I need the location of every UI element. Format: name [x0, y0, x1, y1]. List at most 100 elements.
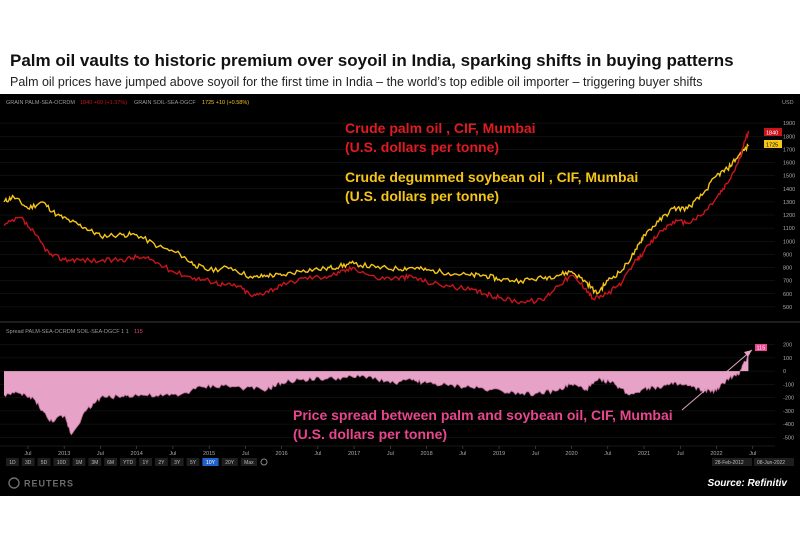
range-button-max[interactable]: Max [240, 458, 257, 466]
date-range-box[interactable]: 28-Feb-2012 08-Jun-2022 [712, 458, 794, 466]
range-button-6m[interactable]: 6M [104, 458, 117, 466]
palm-change-label: 1840 +60 (+1.37%) [80, 100, 127, 106]
range-button-label: 20Y [225, 460, 235, 466]
spread-value-tag: 115 [755, 344, 767, 352]
range-button-3m[interactable]: 3M [88, 458, 102, 466]
x-tick-label: 2014 [131, 451, 143, 457]
range-button-bg [139, 458, 152, 466]
spread-arrow [681, 349, 753, 411]
spread-annotation-line2: (U.S. dollars per tonne) [293, 426, 447, 442]
range-button-label: 2Y [158, 460, 165, 466]
date-range-start: 28-Feb-2012 [715, 460, 744, 466]
x-tick-label: Jul [532, 451, 539, 457]
range-button-5y[interactable]: 5Y [186, 458, 200, 466]
range-button-bg [72, 458, 86, 466]
x-tick-label: Jul [749, 451, 756, 457]
spread-annotation-line1: Price spread between palm and soybean oi… [293, 407, 673, 423]
palm-price-tag-text: 1840 [766, 131, 778, 137]
upper-y-tick-label: 1000 [783, 239, 795, 245]
upper-y-tick-label: 1500 [783, 174, 795, 180]
soy-price-tag: 1725 [764, 140, 782, 149]
range-button-1d[interactable]: 1D [6, 458, 19, 466]
upper-y-tick-label: 1200 [783, 213, 795, 219]
upper-y-tick-label: 1600 [783, 161, 795, 167]
palm-price-tag: 1840 [764, 128, 782, 137]
lower-y-tick-label: 100 [783, 356, 792, 362]
range-button-label: 5Y [190, 460, 197, 466]
lower-y-tick-label: -500 [783, 435, 794, 441]
range-button-10y[interactable]: 10Y [202, 458, 219, 466]
range-button-ytd[interactable]: YTD [120, 458, 137, 466]
range-button-bg [37, 458, 51, 466]
spread-arrow-head [744, 350, 752, 357]
x-tick-label: 2018 [420, 451, 432, 457]
palm-series-line [3, 130, 750, 305]
upper-y-tick-label: 800 [783, 266, 792, 272]
soy-price-tag-text: 1725 [766, 143, 778, 149]
soy-annotation-line2: (U.S. dollars per tonne) [345, 188, 499, 204]
range-button-bg [88, 458, 102, 466]
lower-y-axis: 200 100 0 -100 -200 -300 -400 -500 [783, 343, 794, 442]
spread-area [4, 355, 749, 435]
soy-series-line [3, 143, 749, 295]
upper-y-tick-label: 900 [783, 252, 792, 258]
lower-y-tick-label: 0 [783, 369, 786, 375]
range-button-bar: 1D 3D 5D 10D 1M 3M 6M YTD 1Y 2Y 3Y 5Y 10Y 20Y Max [6, 458, 268, 466]
range-button-label: Max [244, 460, 254, 466]
range-button-label: 10Y [206, 460, 216, 466]
range-button-label: 3M [91, 460, 98, 466]
range-button-bg [221, 458, 238, 466]
range-button-1y[interactable]: 1Y [139, 458, 152, 466]
palm-ric-label: GRAIN PALM-SEA-OCRDM [6, 100, 75, 106]
upper-y-tick-label: 500 [783, 305, 792, 311]
range-button-bg [202, 458, 219, 466]
range-button-bg [155, 458, 168, 466]
x-tick-label: 2016 [275, 451, 287, 457]
x-tick-label: 2021 [638, 451, 650, 457]
x-tick-label: 2019 [493, 451, 505, 457]
range-button-2y[interactable]: 2Y [155, 458, 168, 466]
soy-ric-label: GRAIN SOIL-SEA-DGCF [134, 100, 196, 106]
upper-y-tick-label: 1300 [783, 200, 795, 206]
upper-y-tick-label: 1900 [783, 121, 795, 127]
x-tick-label: Jul [24, 451, 31, 457]
range-button-1m[interactable]: 1M [72, 458, 86, 466]
palm-annotation-line1: Crude palm oil , CIF, Mumbai [345, 120, 536, 136]
range-button-20y[interactable]: 20Y [221, 458, 238, 466]
upper-y-axis: 500 600 700 800 900 1000 1100 1200 1300 1400 1500 1… [783, 121, 795, 311]
x-axis: Jul 2013 Jul 2014 Jul 2015 Jul 2016 Jul 2017 Jul 20… [24, 446, 756, 457]
range-button-label: 10D [57, 460, 67, 466]
x-tick-label: Jul [242, 451, 249, 457]
chart-svg: GRAIN PALM-SEA-OCRDM 1840 +60 (+1.37%) G… [0, 100, 800, 489]
range-button-label: 6M [107, 460, 114, 466]
range-button-bg [170, 458, 184, 466]
range-button-bg [104, 458, 117, 466]
upper-y-tick-label: 1700 [783, 147, 795, 153]
range-button-label: 3D [25, 460, 32, 466]
x-tick-label: 2015 [203, 451, 215, 457]
gear-icon[interactable] [260, 458, 268, 466]
range-button-bg [120, 458, 137, 466]
upper-y-tick-label: 700 [783, 279, 792, 285]
palm-annotation-line2: (U.S. dollars per tonne) [345, 139, 499, 155]
source-label: Source: Refinitiv [708, 478, 789, 489]
range-button-label: 1Y [143, 460, 150, 466]
x-tick-label: Jul [169, 451, 176, 457]
range-button-5d[interactable]: 5D [37, 458, 51, 466]
x-tick-label: Jul [97, 451, 104, 457]
currency-label: USD [782, 100, 794, 106]
range-button-3y[interactable]: 3Y [170, 458, 184, 466]
spread-value-tag-text: 115 [757, 346, 766, 352]
reuters-logo: REUTERS [8, 477, 73, 489]
range-button-bg [186, 458, 200, 466]
range-button-label: 3Y [174, 460, 181, 466]
range-button-label: 5D [41, 460, 48, 466]
range-button-3d[interactable]: 3D [21, 458, 35, 466]
x-tick-label: Jul [604, 451, 611, 457]
lower-y-tick-label: -200 [783, 396, 794, 402]
upper-y-tick-label: 600 [783, 292, 792, 298]
date-range-end: 08-Jun-2022 [757, 460, 785, 466]
headline: Palm oil vaults to historic premium over… [10, 51, 734, 70]
range-button-label: 1M [76, 460, 83, 466]
range-button-10d[interactable]: 10D [53, 458, 70, 466]
